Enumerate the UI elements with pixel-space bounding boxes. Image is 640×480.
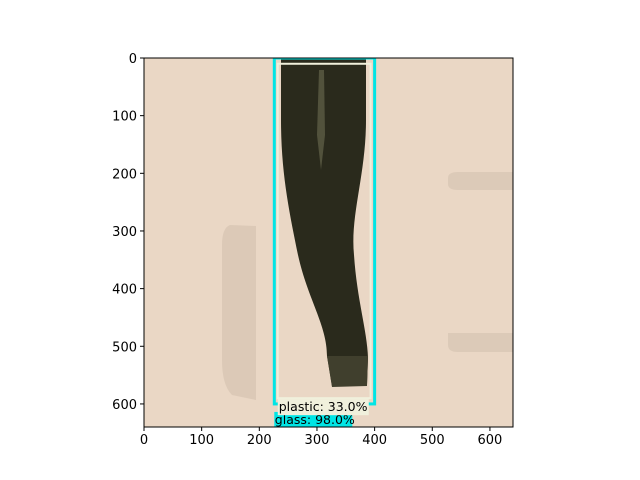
y-tick-label: 200 (112, 167, 137, 182)
y-tick-label: 300 (112, 225, 137, 240)
shadow-left (222, 225, 256, 400)
detection-label-bg-plastic (277, 399, 369, 416)
x-tick-label: 200 (247, 433, 272, 448)
shadow-right (448, 172, 513, 352)
detection-label-bg-glass (274, 411, 353, 427)
y-tick-label: 500 (112, 340, 137, 355)
y-tick-label: 0 (129, 52, 137, 67)
x-tick-label: 100 (189, 433, 214, 448)
y-axis: 0 100 200 300 400 500 600 (112, 52, 144, 413)
y-tick-label: 100 (112, 110, 137, 125)
x-tick-label: 500 (420, 433, 445, 448)
detection-labels: glass: 98.0% plastic: 33.0% (274, 399, 369, 427)
bottle-lip (327, 356, 368, 387)
x-tick-label: 600 (478, 433, 503, 448)
y-tick-label: 600 (112, 398, 137, 413)
y-tick-label: 400 (112, 283, 137, 298)
detection-label-plastic: plastic: 33.0% (279, 399, 368, 414)
x-tick-label: 400 (362, 433, 387, 448)
bottle-highlight (317, 70, 325, 170)
detection-label-glass: glass: 98.0% (275, 412, 355, 427)
x-tick-label: 300 (305, 433, 330, 448)
bottle (281, 58, 368, 386)
photo (144, 58, 513, 427)
x-axis: 0 100 200 300 400 500 600 (140, 427, 502, 448)
axes-frame (143, 57, 514, 428)
detection-box-plastic (276, 62, 372, 400)
x-tick-label: 0 (140, 433, 148, 448)
